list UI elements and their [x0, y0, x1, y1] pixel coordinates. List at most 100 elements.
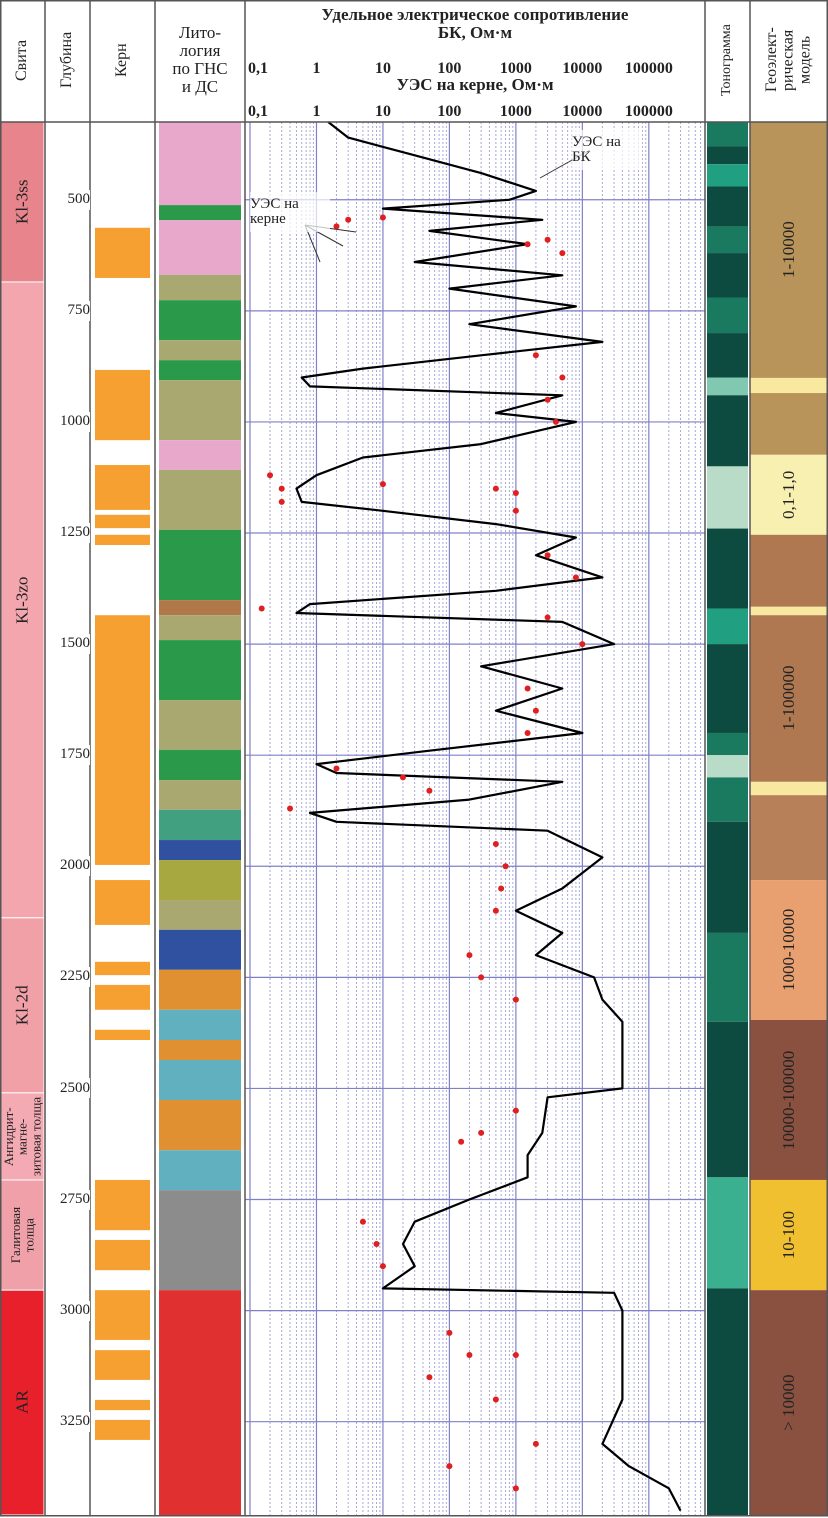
core-sample [579, 641, 586, 648]
model-label: > 10000 [779, 1374, 799, 1431]
tonogram-band [707, 777, 748, 822]
y-tick-label: 2500 [46, 1078, 90, 1099]
model-layer [750, 122, 828, 378]
x-tick-label: 10 [374, 59, 391, 77]
core-sample [544, 552, 551, 559]
column-title-line: и ДС [181, 76, 219, 96]
y-tick-label: 2750 [46, 1189, 90, 1210]
column-title-line: по ГНС [172, 59, 228, 78]
y-tick-label: 1500 [46, 634, 90, 655]
core-sample [379, 1263, 386, 1270]
core-sample [492, 1396, 499, 1403]
y-tick-label: 500 [46, 189, 90, 210]
tonogram-band [707, 608, 748, 645]
model-label: 1000-10000 [779, 908, 799, 992]
series-annotation: УЭС на БК [572, 130, 642, 170]
x2-axis-title: УЭС на керне, Ом·м [396, 75, 554, 95]
core-sample [512, 1107, 519, 1114]
model-label: 0,1-1,0 [779, 470, 799, 519]
core-sample [498, 885, 505, 892]
lithology-layer [159, 1099, 241, 1151]
lithology-layer [159, 1150, 241, 1191]
lithology-layer [159, 360, 241, 381]
core-sample [333, 765, 340, 772]
y-tick-label: 3250 [46, 1411, 90, 1432]
core-sample [278, 485, 285, 492]
core-sample [532, 707, 539, 714]
formation-label: Ангидрит-магне-зитовая толща [1, 1093, 44, 1180]
core-sample [345, 216, 352, 223]
model-layer [750, 1020, 828, 1180]
formation-label-line: толща [21, 1218, 37, 1253]
core-interval [95, 227, 150, 278]
model-layer [750, 1179, 828, 1291]
lithology-layer [159, 840, 241, 861]
y-tick-label: 2250 [46, 967, 90, 988]
x-tick-label: 100 [437, 59, 462, 77]
column-title: Геоэлект-рическая модель [750, 0, 828, 120]
model-layer [750, 393, 828, 455]
x-axis-title-line: БК, Ом·м [437, 23, 513, 42]
formation-label-line: зитовая толща [28, 1096, 44, 1177]
x2-tick-label: 100000 [624, 102, 673, 120]
lithology-layer [159, 615, 241, 641]
tonogram-band [707, 644, 748, 733]
x-axis-title: Удельное электрическое сопротивление БК, … [245, 2, 705, 46]
column-title: Керн [113, 43, 131, 77]
model-layer [750, 606, 828, 616]
x2-tick-label: 10000 [562, 102, 603, 120]
lithology-layer [159, 205, 241, 221]
tonogram-band [707, 122, 748, 147]
core-sample [492, 907, 499, 914]
formation [0, 917, 45, 1094]
tonogram-band [707, 821, 748, 933]
tonogram-band [707, 395, 748, 467]
model-layer [750, 880, 828, 1021]
lithology-layer [159, 122, 241, 206]
tonogram-band [707, 755, 748, 778]
tonogram-band [707, 164, 748, 187]
tonogram-band [707, 528, 748, 609]
y-tick-label: 2000 [46, 856, 90, 877]
core-interval [95, 1239, 150, 1271]
lithology-layer [159, 1190, 241, 1291]
core-sample [466, 952, 473, 959]
y-tick-label: 3000 [46, 1300, 90, 1321]
tonogram-band [707, 186, 748, 227]
core-sample [359, 1218, 366, 1225]
model-label: 10000-100000 [779, 1050, 799, 1150]
core-interval [95, 1290, 150, 1340]
x-tick-label: 1 [312, 59, 321, 77]
y-tick-label: 1000 [46, 411, 90, 432]
tonogram-band [707, 1177, 748, 1289]
core-sample [287, 805, 294, 812]
tonogram-band [707, 146, 748, 165]
formation-label: Kl-3zo [12, 576, 32, 624]
lithology-layer [159, 220, 241, 275]
lithology-layer [159, 640, 241, 701]
core-sample [544, 236, 551, 243]
formation [0, 1092, 45, 1181]
core-interval [95, 961, 150, 976]
tonogram-band [707, 932, 748, 1022]
y-tick-label: 750 [46, 300, 90, 321]
x-tick-label: 1000 [499, 59, 532, 77]
core-interval [95, 1399, 150, 1411]
x-tick-label: 0,1 [248, 59, 268, 77]
lithology-layer [159, 929, 241, 970]
core-sample [524, 241, 531, 248]
formation [0, 121, 45, 283]
lithology-layer [159, 440, 241, 470]
core-interval [95, 880, 150, 925]
core-sample [478, 974, 485, 981]
core-interval [95, 369, 150, 441]
model-label: 1-100000 [779, 665, 799, 732]
core-interval [95, 1179, 150, 1231]
model-layer [750, 377, 828, 394]
core-sample [446, 1329, 453, 1336]
core-sample [379, 214, 386, 221]
tonogram-band [707, 732, 748, 756]
x2-tick-label: 0,1 [248, 102, 268, 120]
formation-label: Kl-2d [12, 985, 32, 1026]
